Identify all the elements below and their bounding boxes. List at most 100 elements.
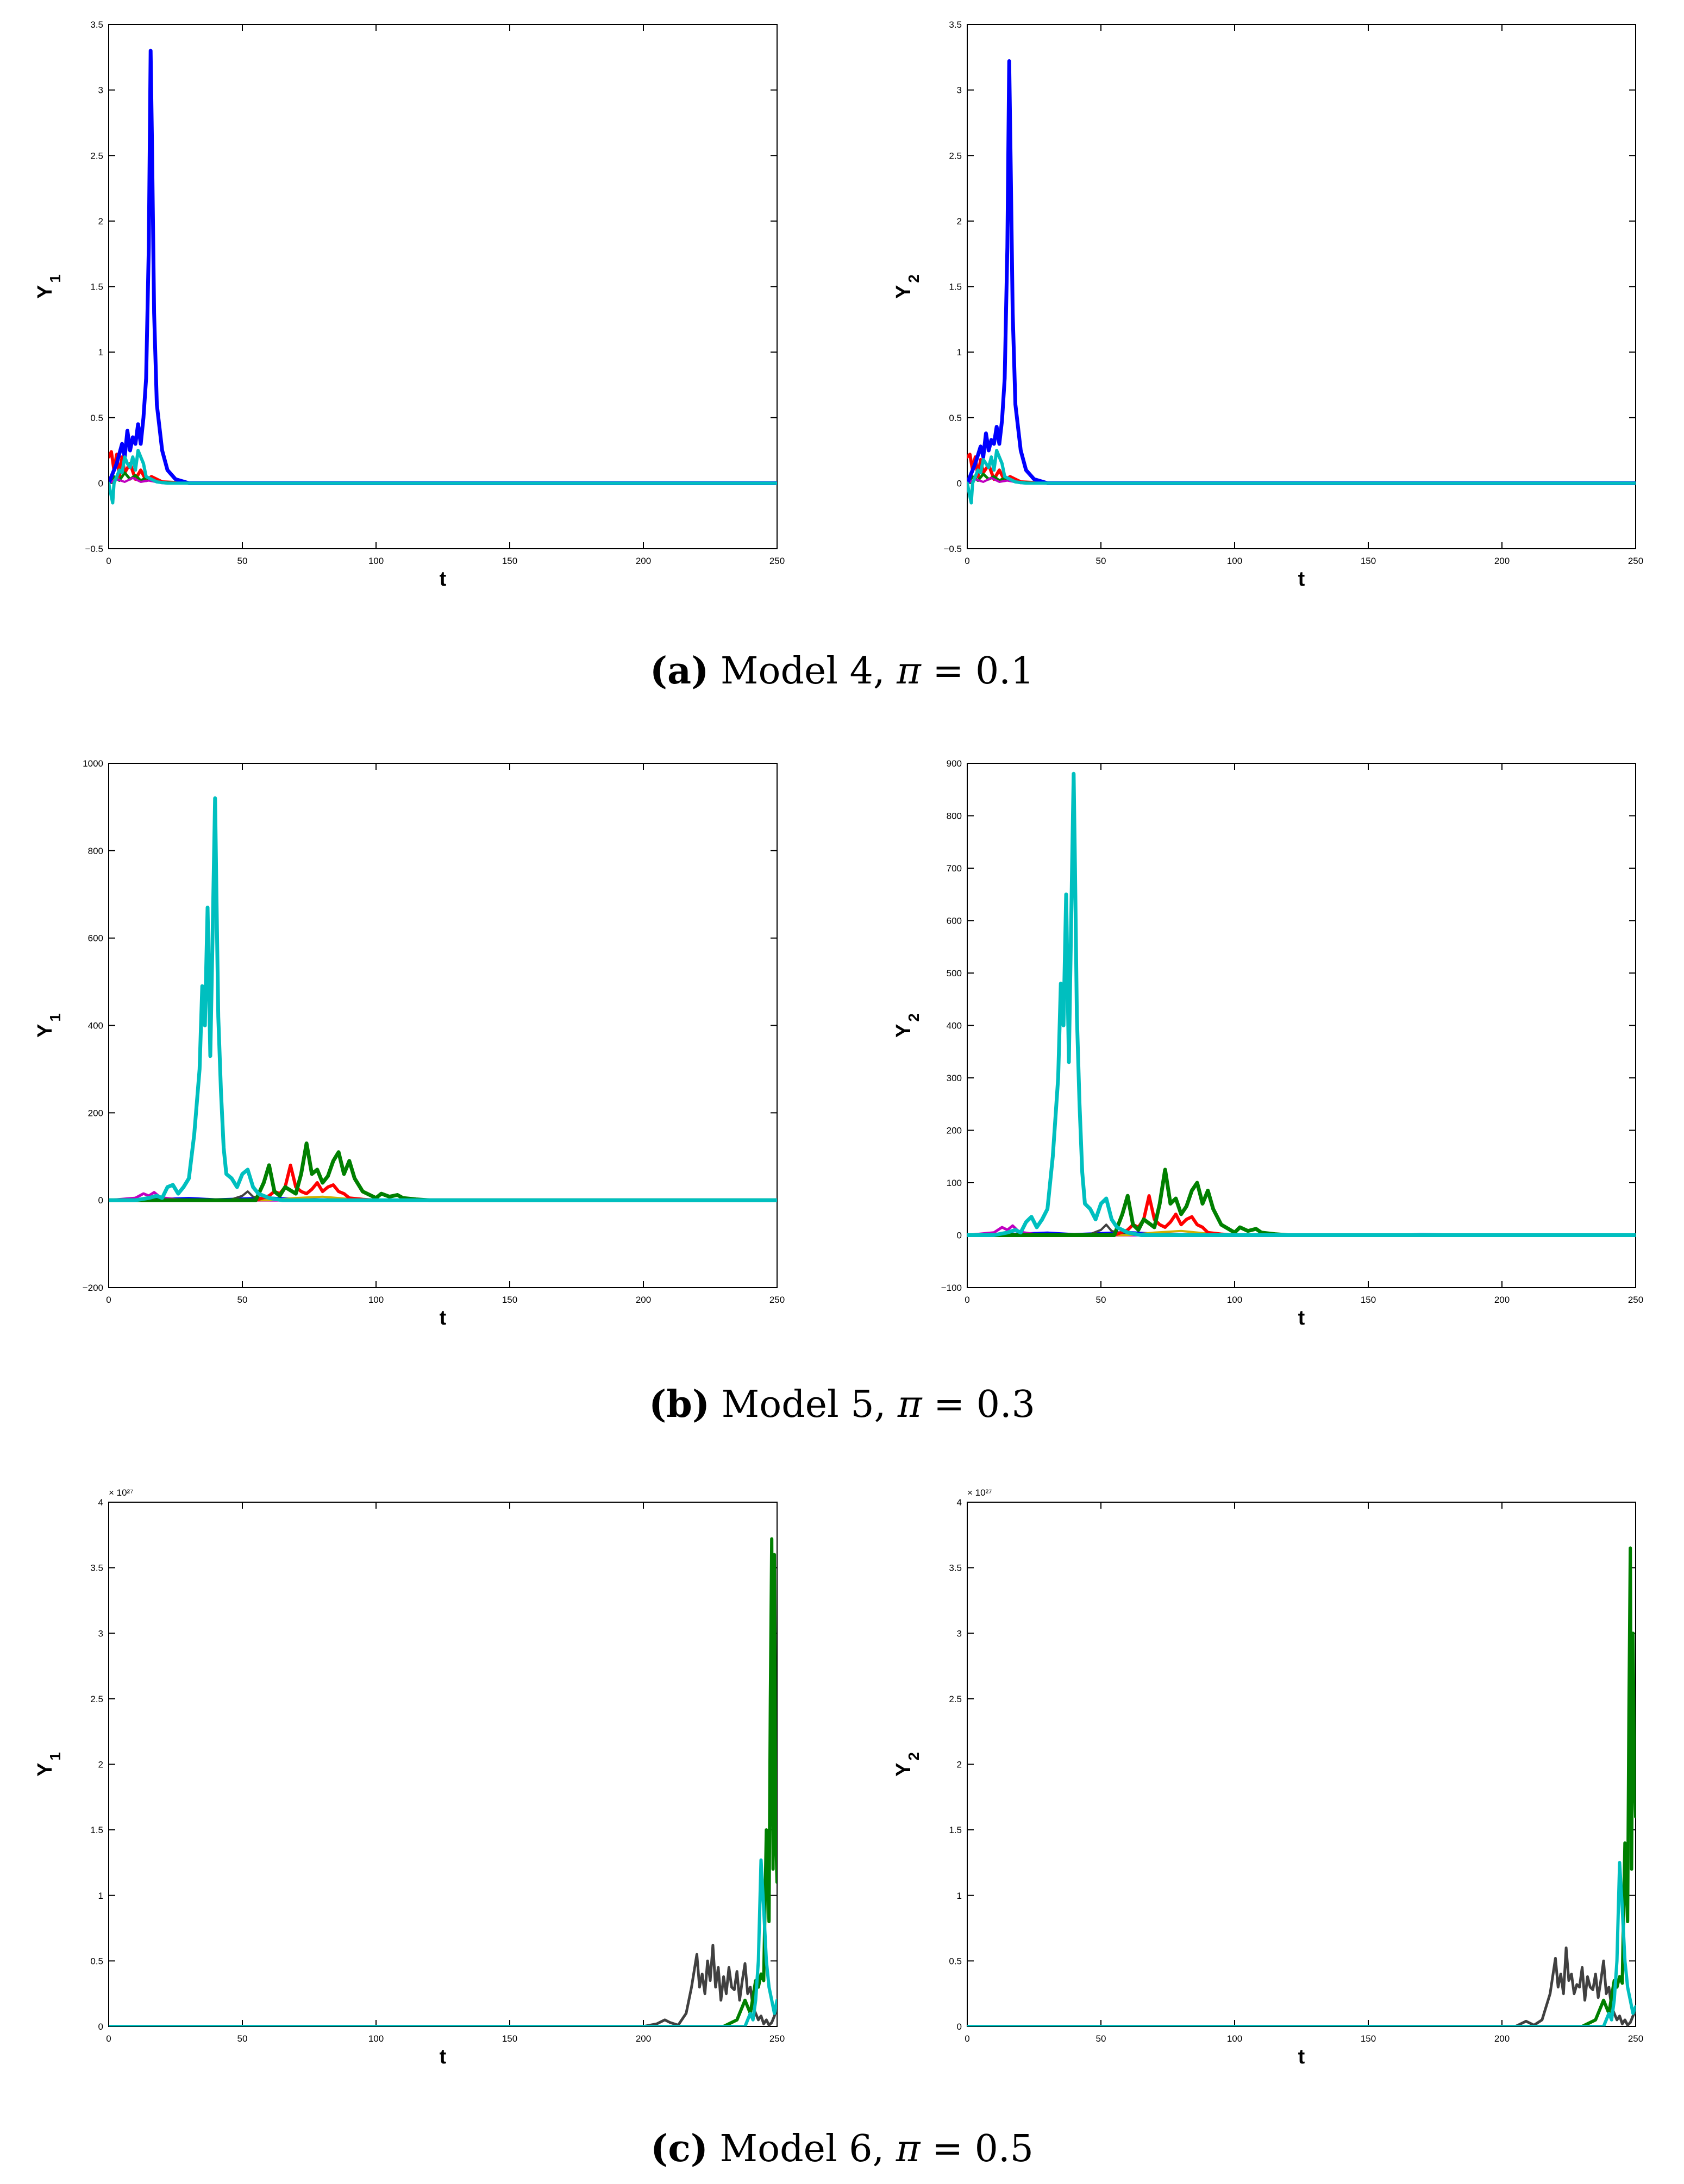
series-line-cyan (967, 771, 1636, 1237)
chart-panel-c-right: 0 50 100 150 200 250 0 0.5 1 1.5 2 2.5 3 3.5 4 × 10²⁷ t Y… (859, 1478, 1684, 2081)
x-tick-label: 250 (769, 2034, 785, 2044)
caption-c-value: = 0.5 (932, 2127, 1034, 2170)
y-tick-label: 0.5 (90, 413, 103, 423)
y-axis-label: Y2 (892, 274, 922, 299)
y-tick-label: 3 (98, 85, 103, 96)
y-tick-label: 300 (947, 1073, 962, 1083)
y-tick-label: 0.5 (90, 1956, 103, 1966)
y-tick-label: 200 (88, 1108, 103, 1118)
x-tick-label: 150 (1361, 556, 1376, 566)
y-tick-label: 4 (98, 1497, 103, 1508)
y-axis-label-main: Y (34, 1024, 57, 1038)
y-tick-label: 0 (98, 478, 103, 488)
chart-c-right: 0 50 100 150 200 250 0 0.5 1 1.5 2 2.5 3 3.5 4 × 10²⁷ t Y… (892, 1488, 1643, 2068)
series-line-cyan (109, 796, 777, 1202)
caption-c: (c) Model 6, π = 0.5 (0, 2127, 1684, 2170)
x-tick-label: 150 (1361, 1295, 1376, 1305)
caption-b-value: = 0.3 (934, 1383, 1035, 1426)
y-axis-label-subscript: 1 (47, 274, 64, 283)
x-tick-label: 150 (502, 1295, 517, 1305)
y-tick-label: 3.5 (90, 20, 103, 30)
x-tick-label: 50 (1096, 2034, 1106, 2044)
caption-c-model: Model 6, (719, 2127, 885, 2170)
series-line-dark (967, 1946, 1636, 2026)
x-tick-label: 100 (368, 1295, 384, 1305)
y-tick-label: 900 (947, 758, 962, 769)
x-axis-label: t (440, 1307, 447, 1329)
caption-a-pi: π (897, 650, 921, 693)
x-tick-label: 150 (1361, 2034, 1376, 2044)
y-axis-label-main: Y (892, 285, 915, 299)
axes-box (967, 24, 1636, 549)
y-axis-label-main: Y (34, 285, 57, 299)
caption-a-value: = 0.1 (932, 650, 1035, 693)
y-tick-label: 3 (957, 85, 962, 96)
caption-c-pi: π (896, 2127, 921, 2170)
y-tick-label: 2.5 (949, 1694, 962, 1704)
caption-b-label: (b) (649, 1383, 710, 1426)
x-tick-label: 0 (106, 1295, 111, 1305)
series-group (109, 796, 777, 1202)
y-axis-label-subscript: 2 (905, 1752, 922, 1761)
y-tick-label: 700 (947, 863, 962, 874)
y-tick-label: 800 (88, 846, 103, 856)
y-tick-label: 0.5 (949, 1956, 962, 1966)
y-tick-label: 500 (947, 968, 962, 978)
x-tick-label: 0 (106, 556, 111, 566)
caption-a-model: Model 4, (720, 650, 885, 693)
y-tick-label: 0 (957, 1231, 962, 1241)
y-axis-label: Y1 (34, 1752, 64, 1777)
y-axis-label-subscript: 2 (905, 274, 922, 283)
x-tick-label: 0 (965, 556, 969, 566)
x-tick-label: 100 (368, 2034, 384, 2044)
y-tick-label: 1.5 (949, 1825, 962, 1835)
x-tick-label: 150 (502, 556, 517, 566)
x-tick-label: 200 (636, 556, 651, 566)
series-line-cyan (109, 449, 777, 505)
x-tick-label: 200 (1494, 1295, 1510, 1305)
x-tick-label: 100 (1227, 2034, 1242, 2044)
axes-box (108, 24, 778, 549)
y-axis-label: Y2 (892, 1752, 922, 1777)
series-line-cyan (967, 1861, 1636, 2026)
chart-panel-c-left: 0 50 100 150 200 250 0 0.5 1 1.5 2 2.5 3 3.5 4 × 10²⁷ t Y… (0, 1478, 826, 2081)
x-tick-label: 150 (502, 2034, 517, 2044)
series-line-green (967, 1168, 1636, 1237)
y-tick-label: 0 (98, 2022, 103, 2032)
x-tick-label: 50 (237, 556, 248, 566)
y-axis-label: Y2 (892, 1013, 922, 1038)
y-tick-label: 2 (957, 1760, 962, 1770)
series-line-cyan (967, 449, 1636, 505)
y-tick-label: −200 (83, 1283, 103, 1293)
y-tick-label: 100 (947, 1178, 962, 1188)
y-axis-label-subscript: 1 (47, 1752, 64, 1761)
y-tick-label: 1.5 (90, 282, 103, 292)
x-tick-label: 200 (1494, 2034, 1510, 2044)
y-axis-label-subscript: 1 (47, 1013, 64, 1022)
x-tick-label: 0 (106, 2034, 111, 2044)
y-tick-label: 1.5 (90, 1825, 103, 1835)
x-tick-label: 50 (1096, 556, 1106, 566)
y-tick-label: 3 (957, 1628, 962, 1639)
y-tick-label: 0 (957, 2022, 962, 2032)
y-exponent-label: × 10²⁷ (967, 1488, 992, 1498)
y-tick-label: 200 (947, 1126, 962, 1136)
y-exponent-label: × 10²⁷ (109, 1488, 133, 1498)
y-tick-label: 2 (957, 216, 962, 227)
y-tick-label: 0 (957, 478, 962, 488)
y-tick-label: 0.5 (949, 413, 962, 423)
caption-a-label: (a) (649, 649, 709, 693)
y-axis-label-main: Y (34, 1763, 57, 1777)
y-tick-label: −0.5 (85, 544, 103, 554)
series-group (109, 48, 777, 505)
y-tick-label: 800 (947, 811, 962, 821)
x-axis-label: t (1298, 2045, 1305, 2068)
y-axis-label-main: Y (892, 1763, 915, 1777)
y-tick-label: 1.5 (949, 282, 962, 292)
caption-a: (a) Model 4, π = 0.1 (0, 649, 1684, 693)
chart-b-right: 0 50 100 150 200 250−100010020030040050060070… (892, 758, 1643, 1329)
x-tick-label: 50 (237, 1295, 248, 1305)
series-group (967, 1546, 1636, 2026)
